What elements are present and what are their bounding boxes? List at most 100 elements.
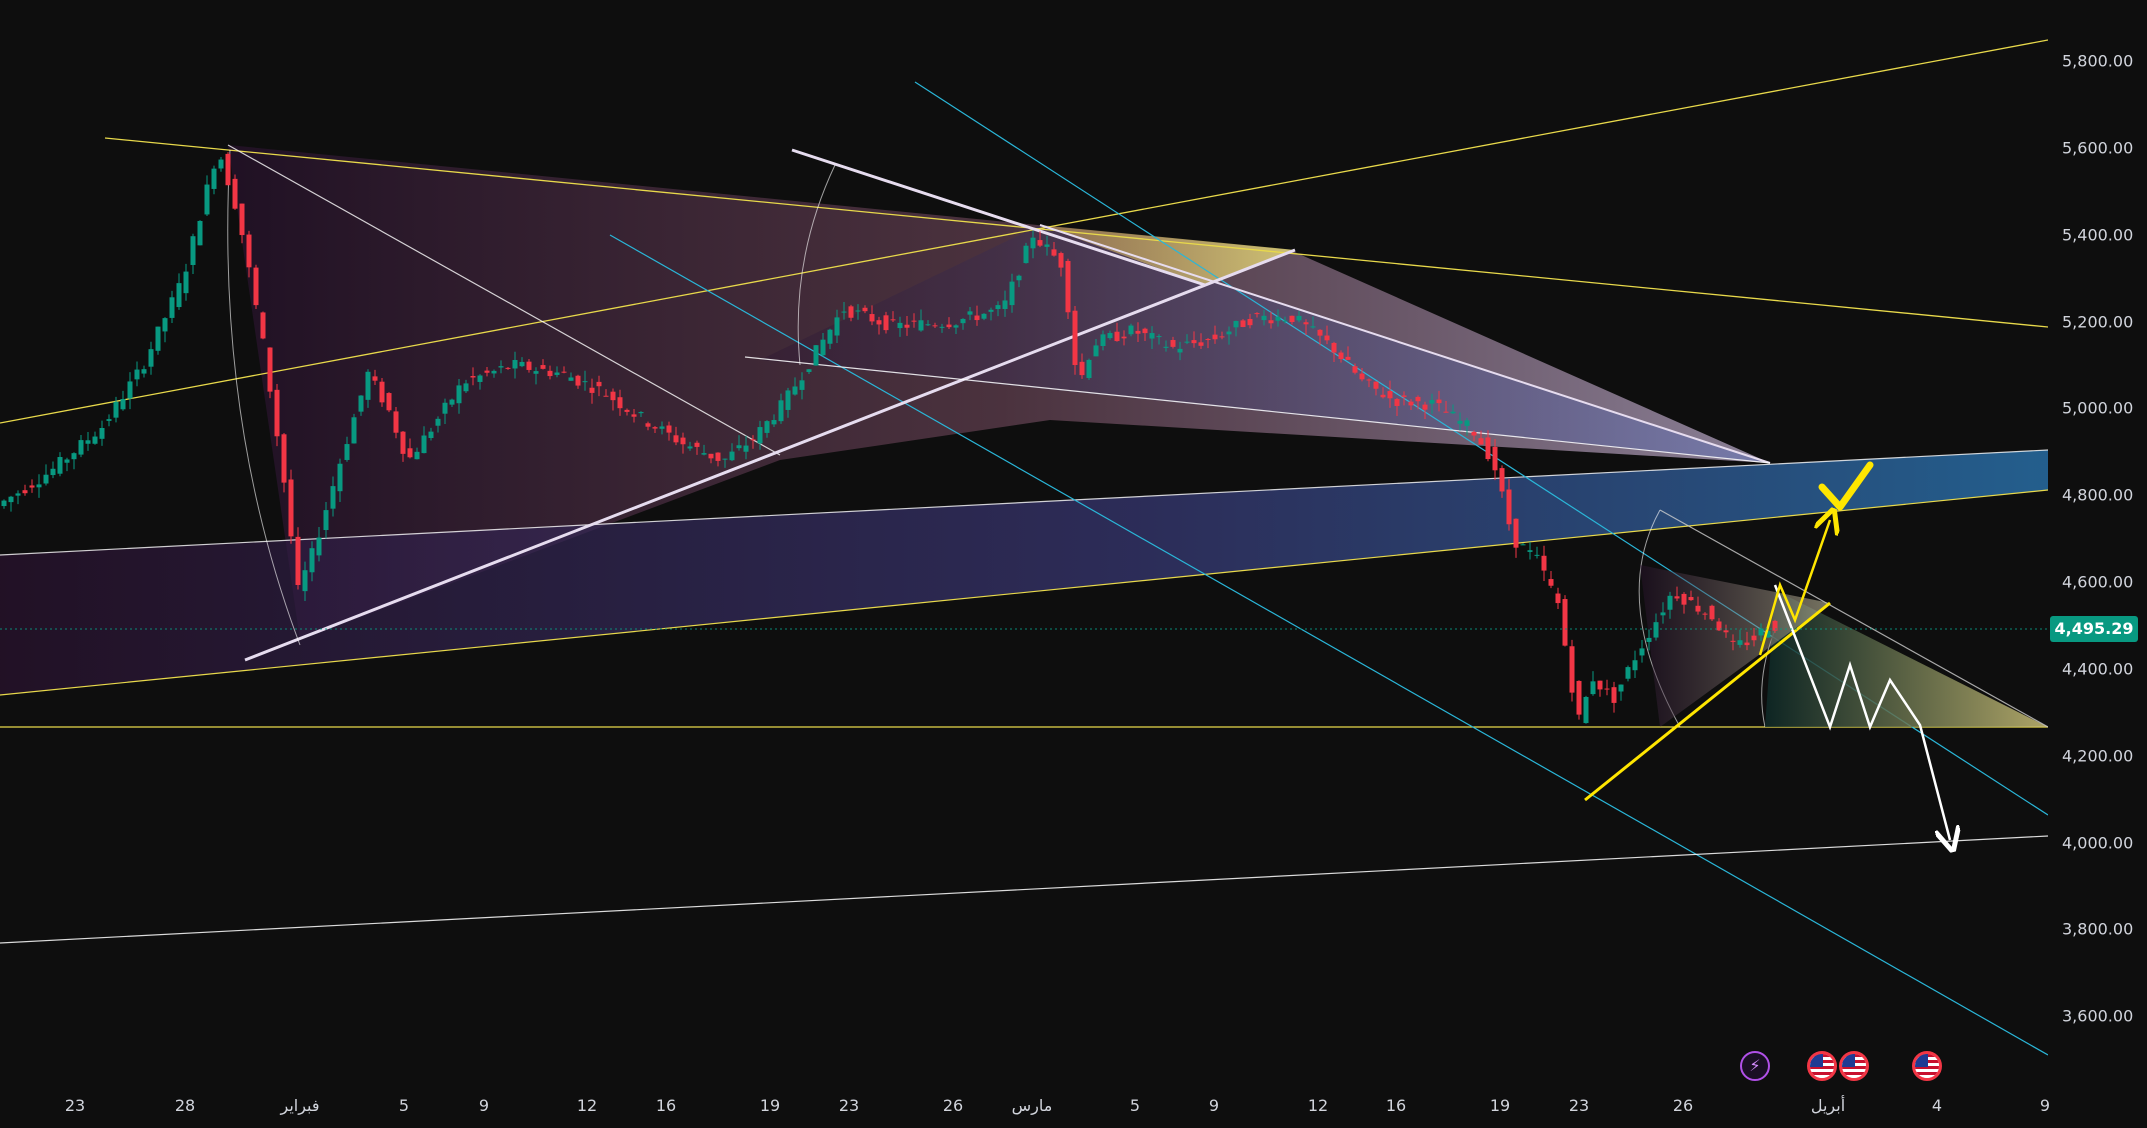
channel-band [0, 450, 2048, 695]
candle-body [876, 320, 882, 325]
time-label: 19 [1489, 1096, 1511, 1115]
price-label: 5,400.00 [2062, 225, 2134, 245]
candle-body [1527, 550, 1533, 552]
chart-canvas[interactable] [0, 0, 2049, 1085]
candle-body [1583, 696, 1589, 724]
candle-body [1331, 342, 1337, 353]
candle-body [659, 426, 665, 429]
us-flag-icon[interactable] [1807, 1051, 1837, 1081]
candle-body [1247, 318, 1253, 326]
candle-body [1576, 680, 1582, 715]
candle-body [148, 349, 154, 367]
candle-body [232, 178, 238, 209]
price-label: 5,600.00 [2062, 138, 2134, 158]
candle-body [274, 389, 280, 437]
projection-triangle-top [1659, 509, 2049, 728]
candle-body [1324, 335, 1330, 341]
candle-body [1002, 300, 1008, 309]
candle-body [1373, 381, 1379, 389]
candle-body [533, 371, 539, 374]
price-axis[interactable]: 5,800.00 5,600.00 5,400.00 5,200.00 5,00… [2048, 0, 2147, 1085]
price-label: 5,800.00 [2062, 51, 2134, 71]
candle-body [743, 445, 749, 452]
candle-body [127, 381, 133, 399]
candle-body [15, 493, 21, 496]
candle-body [1394, 399, 1400, 406]
checkmark [1818, 461, 1874, 511]
price-label: 4,400.00 [2062, 659, 2134, 679]
time-label: 28 [174, 1096, 196, 1115]
candle-body [1072, 310, 1078, 366]
candle-body [484, 370, 490, 373]
candle-body [1114, 331, 1120, 342]
candle-body [1415, 396, 1421, 402]
time-label: 4 [1931, 1096, 1943, 1115]
candle-body [1688, 597, 1694, 601]
candle-body [246, 234, 252, 268]
candle-body [1422, 404, 1428, 410]
candle-body [225, 153, 231, 186]
time-axis[interactable]: 23 28 فبراير 5 9 12 16 19 23 26 مارس 5 9… [0, 1085, 2050, 1128]
candle-body [1457, 420, 1463, 424]
candle-body [1198, 342, 1204, 346]
candle-body [1646, 637, 1652, 642]
candle-body [1212, 334, 1218, 340]
candle-body [1100, 334, 1106, 347]
time-label: 5 [398, 1096, 410, 1115]
candle-body [239, 203, 245, 236]
candle-body [645, 423, 651, 427]
arc-mid [797, 164, 836, 366]
candle-body [288, 479, 294, 537]
candle-body [785, 390, 791, 410]
candle-body [1597, 680, 1603, 690]
price-label: 4,200.00 [2062, 746, 2134, 766]
candle-body [505, 367, 511, 369]
candle-body [1478, 438, 1484, 445]
candle-body [1226, 331, 1232, 335]
time-label: 5 [1129, 1096, 1141, 1115]
candle-body [1506, 489, 1512, 525]
candle-body [302, 570, 308, 592]
candle-body [1520, 544, 1526, 546]
candle-body [526, 361, 532, 370]
projection-triangle [1765, 590, 2048, 727]
candle-body [1268, 320, 1274, 324]
time-label: فبراير [280, 1096, 320, 1115]
time-label: مارس [1011, 1096, 1053, 1115]
candle-body [386, 393, 392, 411]
candle-body [204, 184, 210, 215]
candle-body [1345, 356, 1351, 360]
candle-body [197, 220, 203, 246]
current-price-badge: 4,495.29 [2050, 616, 2138, 642]
candle-body [1513, 518, 1519, 548]
candle-body [722, 458, 728, 460]
candle-body [610, 391, 616, 401]
candle-body [827, 329, 833, 344]
candle-body [1009, 281, 1015, 306]
us-flag-icon[interactable] [1912, 1051, 1942, 1081]
projection-zigzag [1773, 584, 1950, 840]
chart-drawing[interactable] [0, 0, 2049, 1085]
candle-body [260, 312, 266, 339]
candle-body [1296, 315, 1302, 321]
time-label: 23 [1568, 1096, 1590, 1115]
candle-body [960, 318, 966, 324]
candle-body [162, 318, 168, 332]
us-flag-icon[interactable] [1839, 1051, 1869, 1081]
candle-body [372, 376, 378, 381]
candle-body [1765, 630, 1771, 638]
candle-body [351, 417, 357, 444]
candle-body [1471, 432, 1477, 436]
candle-body [1093, 345, 1099, 357]
candle-body [29, 485, 35, 488]
candle-body [43, 474, 49, 484]
candle-body [1653, 622, 1659, 638]
candle-body [1240, 320, 1246, 327]
time-label: 26 [942, 1096, 964, 1115]
candle-body [316, 537, 322, 556]
candle-body [792, 386, 798, 395]
lightning-icon[interactable]: ⚡ [1740, 1051, 1770, 1081]
candle-body [925, 324, 931, 326]
time-label: أبريل [1810, 1096, 1846, 1115]
white-bottom-line [0, 835, 2049, 944]
